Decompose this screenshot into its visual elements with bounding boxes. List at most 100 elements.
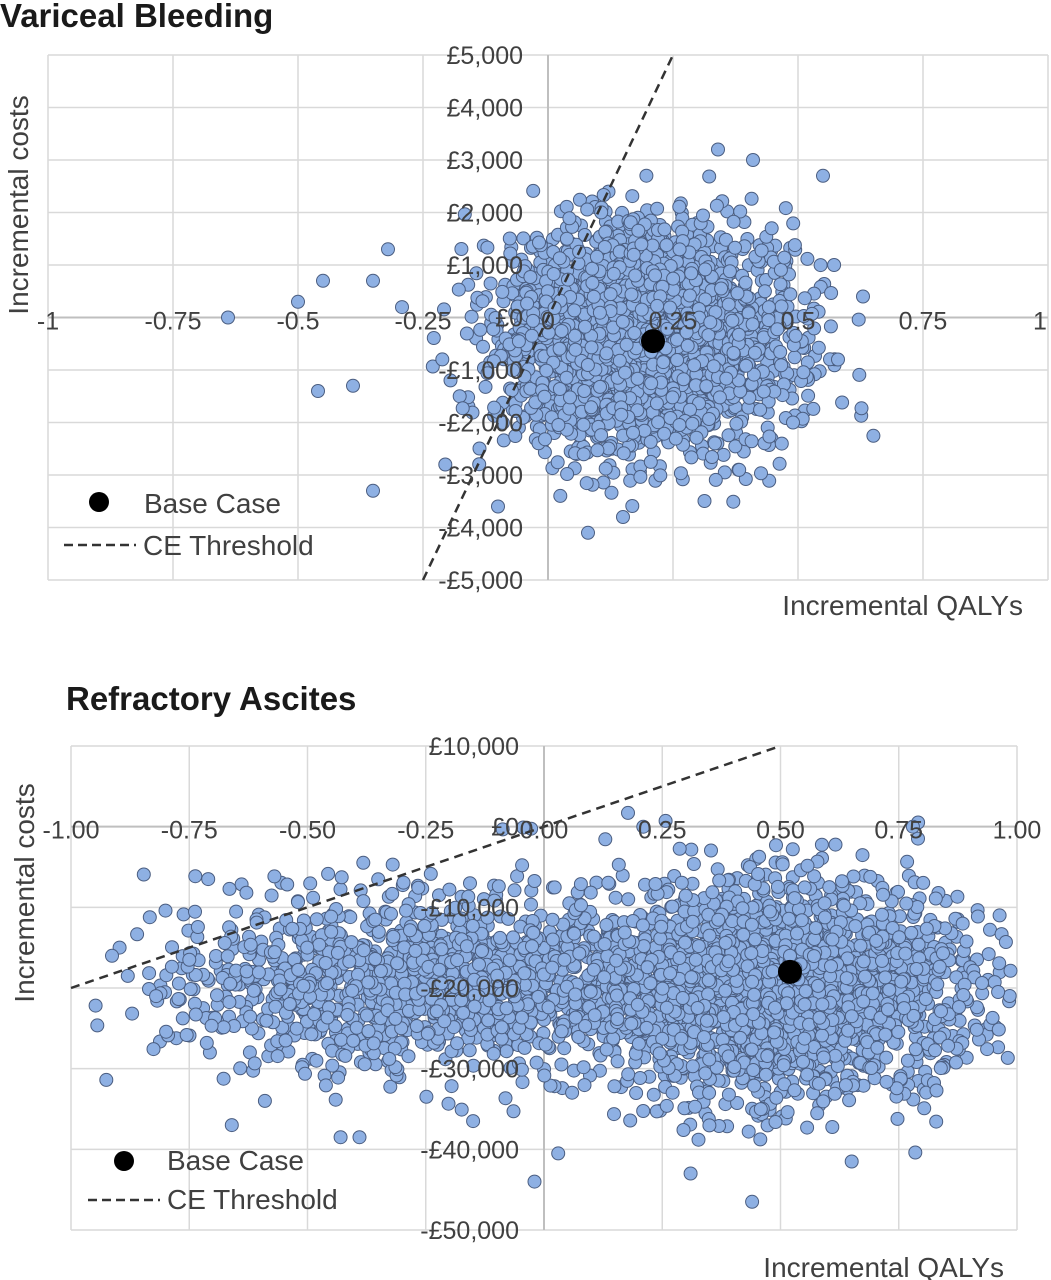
data-point: [592, 305, 607, 320]
data-point: [615, 314, 630, 329]
data-point: [607, 1107, 621, 1122]
data-point: [786, 216, 801, 231]
data-point: [777, 250, 792, 265]
data-point: [516, 231, 531, 246]
data-point: [646, 1087, 661, 1102]
data-point: [524, 328, 539, 343]
data-point: [651, 415, 666, 430]
x-tick-label: -0.75: [145, 308, 202, 336]
data-point: [716, 447, 731, 462]
data-point: [775, 857, 790, 872]
data-point: [672, 418, 687, 432]
data-point: [624, 287, 639, 302]
data-point: [451, 282, 466, 297]
data-point: [1003, 963, 1018, 978]
data-point: [726, 214, 741, 229]
data-point: [855, 848, 870, 863]
data-point: [807, 321, 822, 336]
data-point: [688, 1099, 702, 1114]
data-point: [842, 1093, 857, 1108]
x-tick-label: 0: [541, 308, 555, 336]
data-point: [311, 384, 325, 398]
data-point: [981, 947, 996, 962]
data-point: [657, 222, 672, 237]
data-point: [738, 275, 753, 290]
data-point: [823, 319, 838, 334]
data-point: [610, 1054, 625, 1069]
data-point: [732, 462, 747, 477]
x-tick-label: 0.5: [781, 308, 816, 336]
data-point: [787, 350, 802, 365]
data-point: [787, 238, 802, 253]
data-point: [502, 231, 517, 246]
data-point: [801, 388, 816, 403]
data-point: [757, 284, 772, 299]
data-point: [730, 286, 745, 301]
data-point: [607, 1079, 622, 1094]
data-point: [702, 169, 717, 184]
data-point: [668, 431, 683, 446]
data-point: [682, 288, 697, 303]
data-point: [992, 956, 1007, 971]
y-tick-label: £4,000: [447, 95, 523, 123]
x-tick-label: -0.5: [276, 308, 319, 336]
data-point: [346, 378, 360, 393]
y-tick-label: -£1,000: [438, 357, 523, 385]
data-point: [618, 365, 632, 380]
data-point: [800, 1120, 815, 1135]
x-tick-label: -1: [37, 308, 59, 336]
data-point: [689, 430, 704, 445]
x-axis-label: Incremental QALYs: [782, 590, 1023, 621]
data-point: [539, 363, 554, 378]
data-point: [578, 319, 592, 334]
data-point: [608, 890, 623, 905]
data-point: [491, 499, 505, 514]
data-point: [852, 367, 867, 382]
data-point: [532, 235, 546, 250]
data-point: [754, 243, 769, 258]
x-tick-label: -0.25: [395, 308, 452, 336]
data-point: [687, 358, 702, 373]
data-point: [756, 384, 771, 399]
data-point: [584, 400, 599, 415]
data-point: [797, 291, 812, 306]
data-point: [653, 468, 668, 483]
data-point: [584, 340, 599, 355]
data-point: [634, 302, 649, 317]
data-point: [783, 287, 798, 302]
data-point: [576, 417, 591, 432]
data-point: [680, 338, 695, 353]
data-point: [825, 1120, 840, 1134]
data-point: [983, 922, 997, 937]
data-point: [773, 262, 788, 277]
data-point: [291, 294, 305, 309]
data-point: [831, 352, 845, 367]
data-point: [810, 1106, 825, 1121]
data-point: [796, 365, 811, 380]
data-point: [625, 499, 640, 513]
data-point: [685, 416, 700, 431]
data-point: [753, 1132, 768, 1147]
data-point: [614, 407, 629, 422]
data-point: [698, 262, 713, 277]
y-tick-label: £3,000: [447, 147, 523, 175]
data-point: [747, 1078, 762, 1093]
data-point: [729, 416, 744, 431]
y-tick-label: £2,000: [447, 200, 523, 228]
data-point: [854, 401, 869, 416]
data-point: [726, 346, 741, 360]
data-point: [721, 428, 736, 443]
data-point: [593, 379, 607, 394]
data-point: [824, 286, 839, 300]
data-point: [644, 376, 659, 391]
data-point: [316, 273, 330, 288]
y-tick-label: -£5,000: [438, 567, 523, 595]
y-tick-label: £1,000: [447, 252, 523, 280]
data-point: [475, 294, 490, 309]
data-point: [672, 199, 687, 214]
data-point: [621, 892, 636, 907]
data-point: [657, 426, 672, 441]
data-point: [366, 483, 380, 498]
data-point: [933, 1061, 948, 1076]
data-point: [495, 284, 510, 299]
